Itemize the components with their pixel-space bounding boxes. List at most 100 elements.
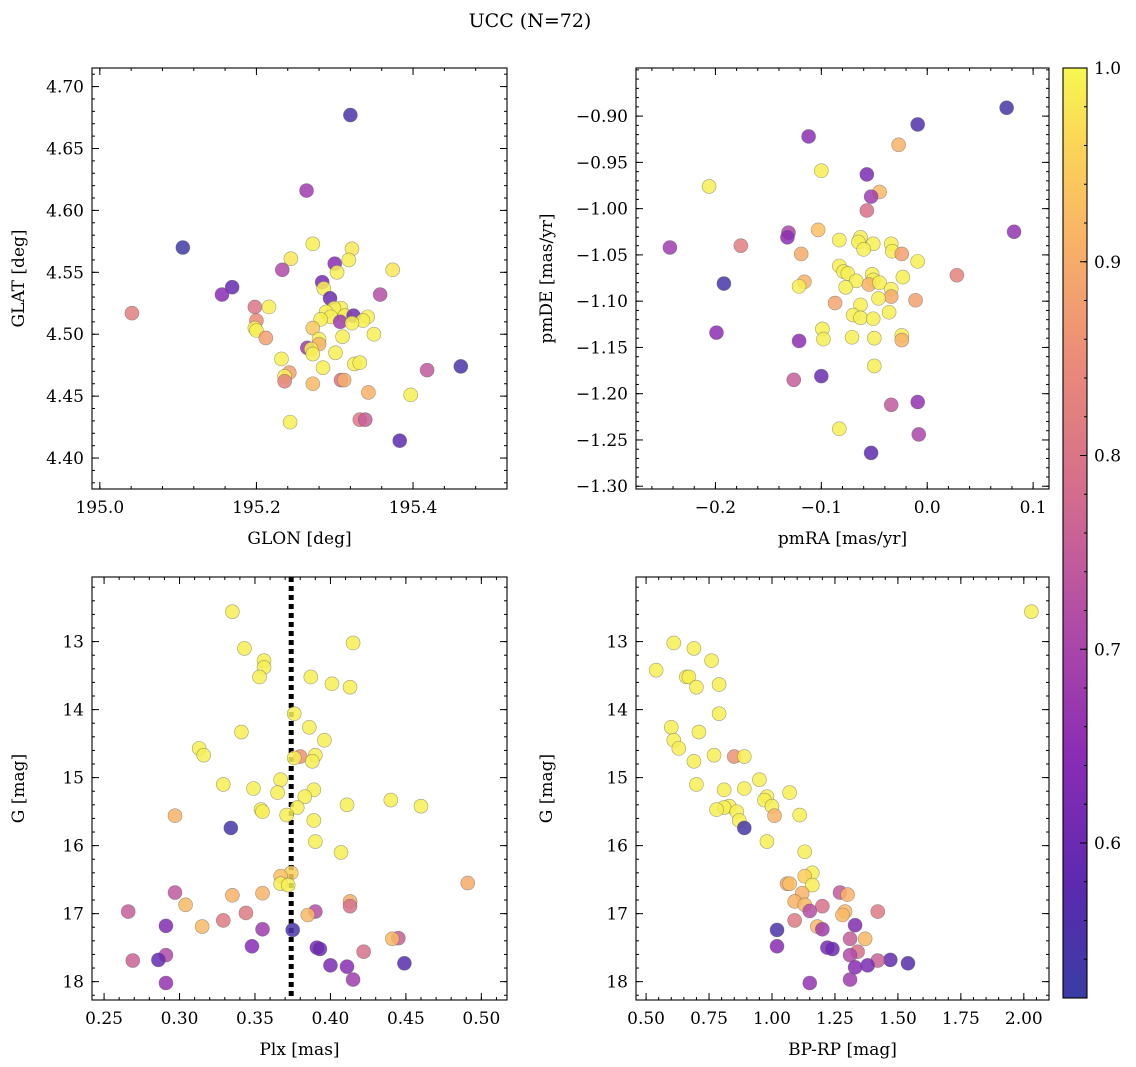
data-point — [300, 907, 316, 923]
data-point — [312, 941, 328, 957]
y-tick-label: −1.20 — [576, 385, 628, 405]
data-point — [782, 876, 797, 892]
data-point — [344, 315, 360, 331]
data-point — [225, 604, 240, 619]
data-point — [686, 641, 702, 656]
data-point — [827, 295, 843, 311]
data-point — [403, 387, 418, 403]
data-point — [328, 345, 343, 361]
data-point — [419, 362, 435, 378]
y-tick-label: −1.05 — [576, 246, 628, 266]
data-point — [736, 781, 752, 796]
data-point — [366, 326, 382, 342]
data-point — [832, 232, 847, 248]
data-point — [911, 427, 927, 442]
data-point — [666, 635, 682, 651]
data-point — [305, 236, 321, 252]
data-point — [816, 331, 831, 347]
axes-frame — [635, 576, 1050, 1001]
data-point — [324, 676, 340, 692]
data-point — [342, 898, 358, 914]
data-point — [793, 246, 809, 262]
x-tick-label: 0.40 — [312, 1009, 350, 1029]
data-point — [701, 179, 717, 194]
data-point — [255, 804, 270, 819]
data-point — [883, 397, 899, 413]
x-tick-label: 1.25 — [816, 1009, 854, 1029]
data-point — [752, 772, 767, 787]
y-tick-label: 13 — [62, 633, 84, 653]
data-point — [769, 938, 785, 954]
data-point — [244, 938, 260, 954]
data-point — [767, 808, 782, 824]
data-point — [158, 918, 174, 934]
data-point — [215, 777, 231, 792]
scatter-panel-1: 195.0 195.2 195.4 4.40 4.45 4.50 4.55 4.60 4.65 4… — [9, 67, 508, 549]
data-point — [315, 360, 331, 375]
data-point — [247, 299, 263, 315]
data-point — [686, 753, 702, 769]
data-point — [255, 921, 270, 937]
data-point — [453, 359, 469, 374]
data-point — [801, 129, 816, 144]
data-point — [1024, 604, 1039, 619]
x-tick-label: 0.30 — [161, 1009, 199, 1029]
data-point — [689, 679, 704, 695]
y-tick-label: −1.25 — [576, 431, 628, 451]
x-tick-label: 0.35 — [236, 1009, 274, 1029]
data-point — [178, 897, 193, 913]
x-tick-label: 195.4 — [389, 498, 438, 518]
data-point — [258, 330, 274, 346]
data-point — [274, 262, 290, 278]
data-point — [352, 355, 368, 371]
x-tick-label: 0.25 — [85, 1009, 123, 1029]
data-point — [270, 785, 285, 800]
y-axis-label: G [mag] — [537, 754, 557, 823]
data-point — [215, 913, 231, 928]
data-point — [345, 635, 361, 651]
data-point — [289, 800, 305, 815]
data-point — [842, 931, 858, 947]
data-point — [194, 919, 210, 934]
data-point — [853, 310, 868, 326]
y-tick-label: 15 — [62, 769, 84, 789]
data-point — [842, 972, 858, 987]
x-tick-label: 1.50 — [879, 1009, 917, 1029]
data-point — [323, 958, 338, 973]
y-tick-label: −0.95 — [576, 153, 628, 173]
data-point — [759, 834, 775, 849]
y-tick-label: 4.45 — [46, 387, 84, 407]
data-point — [175, 240, 191, 255]
data-point — [392, 433, 408, 449]
data-point — [865, 311, 881, 327]
data-point — [167, 885, 183, 900]
data-point — [859, 167, 875, 182]
data-point — [196, 747, 211, 763]
data-point — [792, 807, 807, 823]
data-point — [804, 877, 820, 893]
data-point — [871, 291, 886, 306]
colorbar-gradient — [1062, 67, 1088, 999]
data-point — [711, 677, 727, 692]
data-point — [908, 292, 923, 308]
data-point — [372, 287, 388, 302]
data-point — [815, 921, 830, 937]
data-point — [279, 807, 294, 823]
y-tick-label: 4.55 — [46, 263, 84, 283]
data-point — [814, 163, 829, 179]
x-tick-label: −0.2 — [695, 498, 736, 518]
data-point — [345, 972, 361, 987]
data-point — [1006, 224, 1022, 240]
data-point — [711, 706, 727, 721]
data-point — [780, 230, 795, 245]
data-point — [214, 287, 230, 302]
data-point — [297, 789, 313, 804]
data-point — [356, 944, 371, 960]
x-tick-label: 2.00 — [1005, 1009, 1043, 1029]
x-axis-label: pmRA [mas/yr] — [778, 529, 907, 549]
data-point — [286, 706, 302, 721]
data-point — [847, 960, 863, 975]
colorbar-tick-label: 0.7 — [1094, 640, 1121, 660]
data-point — [305, 320, 321, 336]
